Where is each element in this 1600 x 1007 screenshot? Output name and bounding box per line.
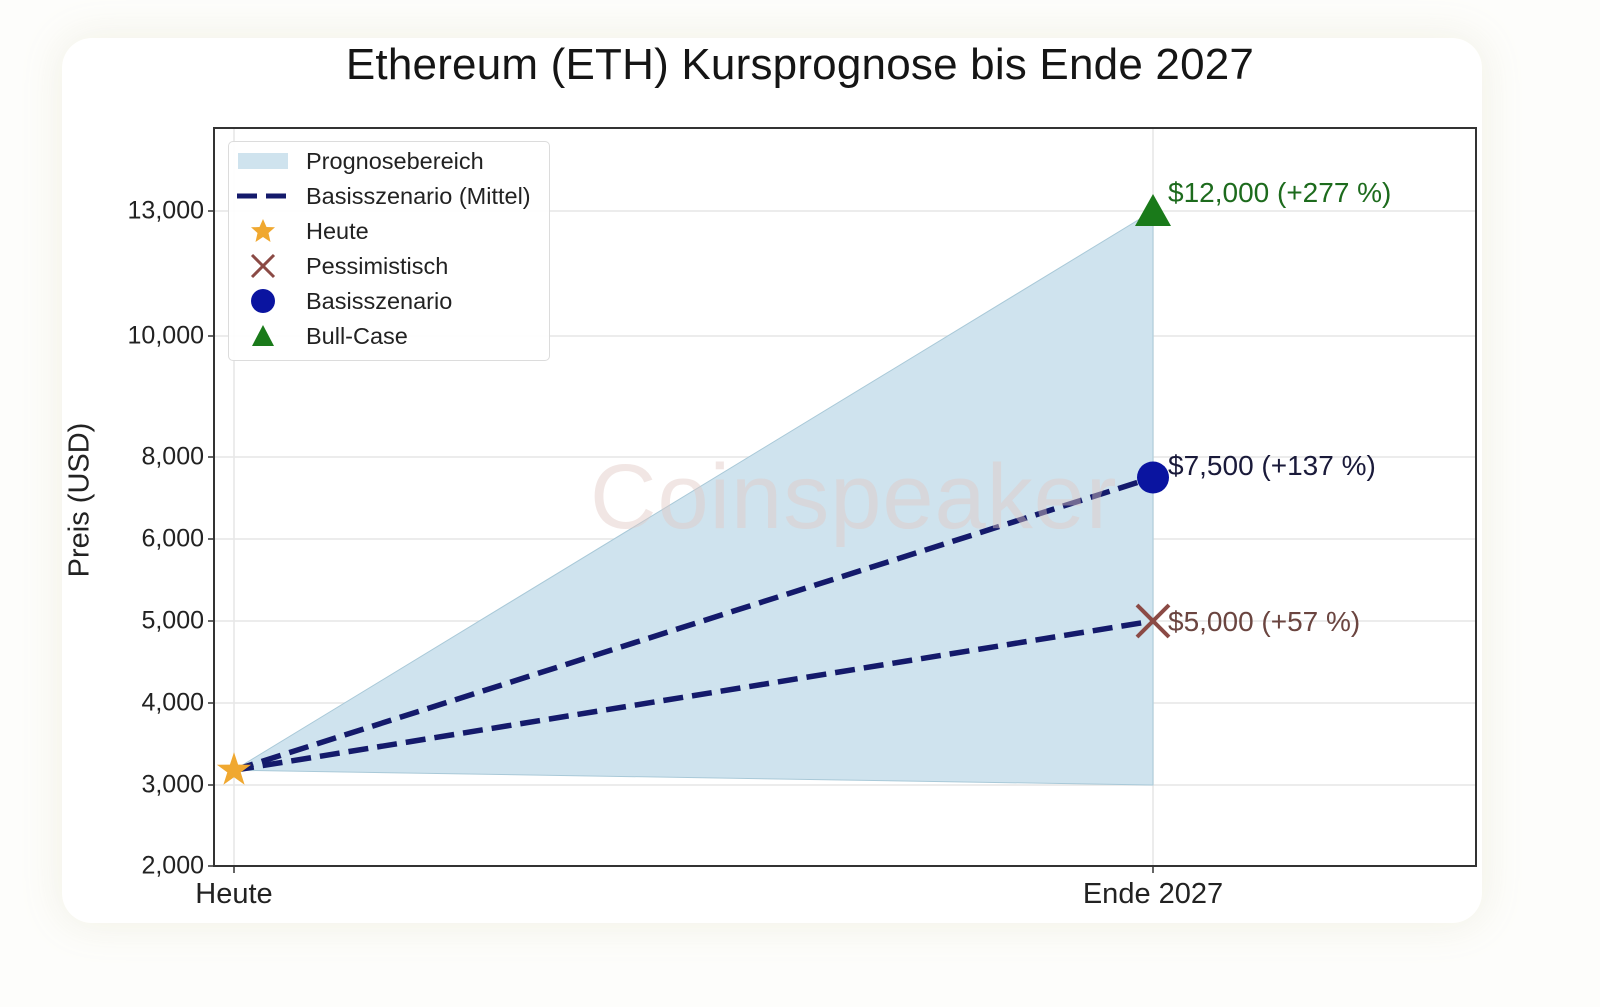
y-tick-label: 13,000 bbox=[127, 196, 204, 225]
legend-item-basisszenario-mittel: Basisszenario (Mittel) bbox=[229, 179, 549, 213]
triangle-icon bbox=[1135, 194, 1171, 226]
circle-icon bbox=[1137, 461, 1169, 494]
legend-item-basisszenario: Basisszenario bbox=[229, 284, 549, 318]
y-tick-label: 3,000 bbox=[141, 770, 204, 799]
star-icon bbox=[237, 214, 289, 248]
x-icon bbox=[1135, 603, 1171, 639]
value-annotation: $5,000 (+57 %) bbox=[1168, 606, 1361, 637]
dashed-scenario-line bbox=[233, 618, 1154, 773]
circle-icon bbox=[237, 284, 289, 318]
legend-item-bull-case: Bull-Case bbox=[229, 319, 549, 353]
x-tick-heute: Heute bbox=[195, 878, 273, 910]
legend-item-heute: Heute bbox=[229, 214, 549, 248]
y-tick-label: 6,000 bbox=[141, 524, 204, 553]
legend: Prognosebereich Basisszenario (Mittel) H… bbox=[228, 141, 550, 361]
x-tick-ende-2027: Ende 2027 bbox=[1082, 878, 1224, 910]
y-tick-label: 5,000 bbox=[141, 606, 204, 635]
chart-title: Ethereum (ETH) Kursprognose bis Ende 202… bbox=[345, 40, 1255, 89]
y-tick-label: 2,000 bbox=[141, 851, 204, 880]
triangle-icon bbox=[237, 319, 289, 353]
y-tick-label: 10,000 bbox=[127, 321, 204, 350]
legend-item-prognosebereich: Prognosebereich bbox=[229, 144, 549, 178]
plot-frame bbox=[213, 127, 1477, 867]
value-annotation: $12,000 (+277 %) bbox=[1168, 177, 1392, 208]
watermark: Coinspeaker bbox=[590, 446, 1118, 548]
dashed-line-icon bbox=[237, 179, 289, 213]
legend-item-pessimistisch: Pessimistisch bbox=[229, 249, 549, 283]
x-icon bbox=[237, 249, 289, 283]
star-icon bbox=[216, 752, 252, 785]
y-tick-label: 4,000 bbox=[141, 688, 204, 717]
y-tick-label: 8,000 bbox=[141, 442, 204, 471]
area-swatch-icon bbox=[237, 144, 289, 178]
value-annotation: $7,500 (+137 %) bbox=[1168, 450, 1376, 481]
y-axis-label: Preis (USD) bbox=[63, 422, 96, 578]
forecast-range-area bbox=[232, 210, 1154, 786]
dashed-scenario-line bbox=[233, 474, 1154, 773]
